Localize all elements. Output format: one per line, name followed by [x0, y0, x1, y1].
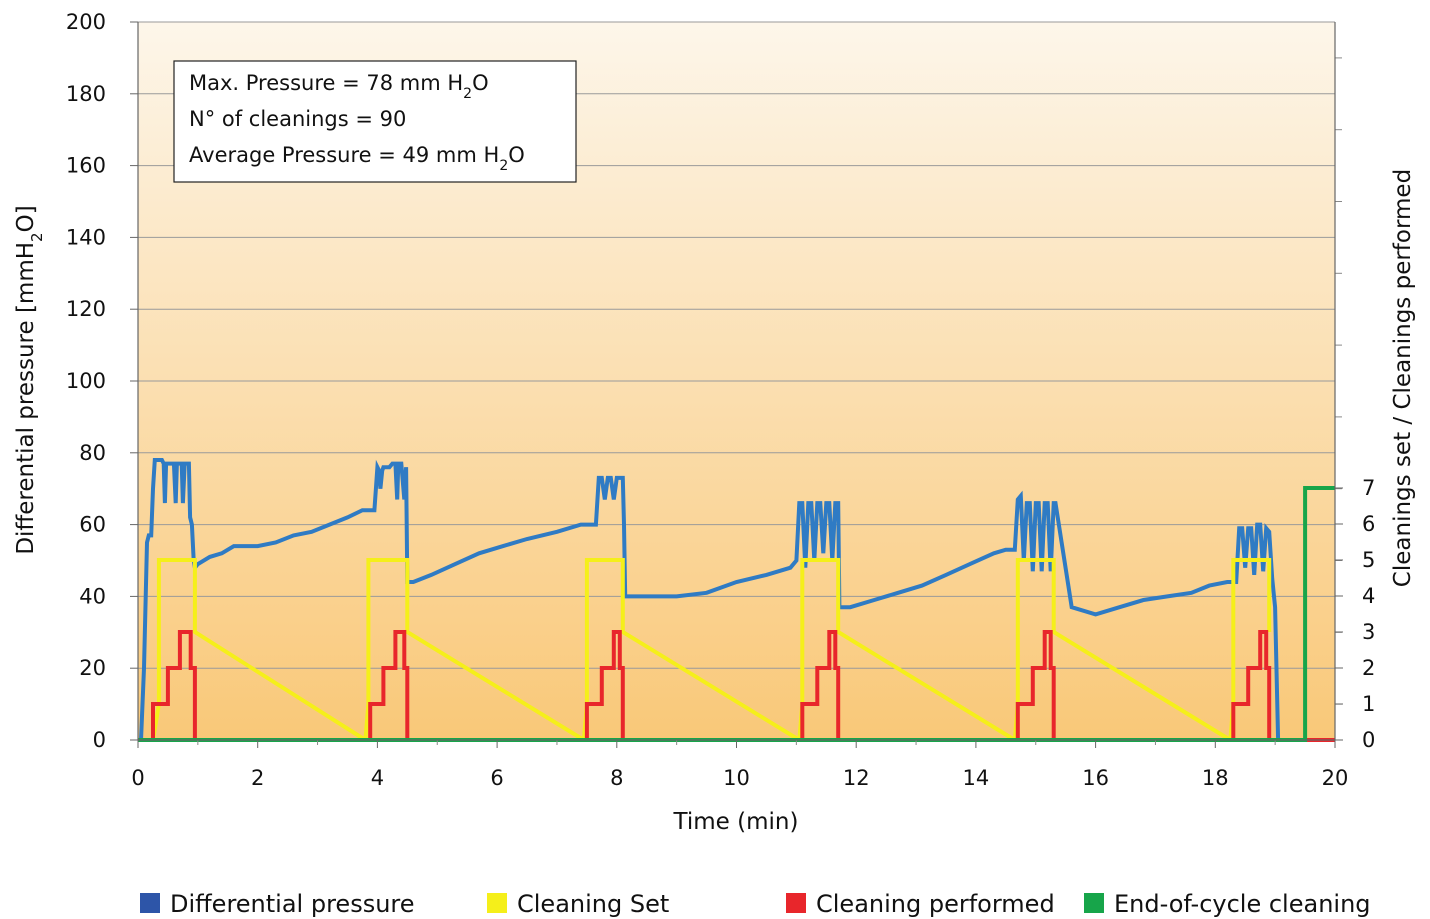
annotation-cleanings: N° of cleanings = 90 [189, 107, 406, 131]
series-differential-pressure [139, 458, 1282, 742]
tick-label-x: 10 [723, 766, 750, 790]
annotation-average-pressure: Average Pressure = 49 mm H2O [189, 143, 525, 174]
tick-label-y-left: 180 [66, 82, 106, 106]
tick-label-x: 0 [131, 766, 144, 790]
axes [130, 21, 1343, 748]
tick-label-x: 8 [610, 766, 623, 790]
tick-label-y-left: 60 [79, 513, 106, 537]
tick-label-y-right: 6 [1362, 512, 1375, 536]
legend-label-cleaning-set: Cleaning Set [517, 890, 669, 918]
y-axis-right-title: Cleanings set / Cleanings performed [1390, 169, 1416, 587]
tick-label-x: 18 [1202, 766, 1229, 790]
tick-label-x: 20 [1322, 766, 1349, 790]
tick-label-x: 16 [1082, 766, 1109, 790]
tick-label-y-left: 140 [66, 225, 106, 249]
tick-label-x: 6 [490, 766, 503, 790]
annotation-max-pressure: Max. Pressure = 78 mm H2O [189, 71, 489, 102]
tick-label-y-left: 80 [79, 441, 106, 465]
tick-label-y-right: 7 [1362, 476, 1375, 500]
tick-label-x: 12 [843, 766, 870, 790]
legend-label-end-of-cycle-cleaning: End-of-cycle cleaning [1114, 890, 1371, 918]
legend-label-differential-pressure: Differential pressure [170, 890, 415, 918]
tick-label-y-left: 20 [79, 656, 106, 680]
legend: Differential pressure Cleaning Set Cleanin… [140, 890, 1371, 918]
tick-label-y-left: 200 [66, 10, 106, 34]
tick-label-y-right: 4 [1362, 584, 1375, 608]
legend-swatch-end-of-cycle-cleaning [1084, 893, 1104, 913]
legend-swatch-cleaning-performed [786, 893, 806, 913]
tick-label-y-left: 160 [66, 154, 106, 178]
legend-swatch-cleaning-set [487, 893, 507, 913]
series-cleaning-set [147, 558, 1272, 742]
tick-label-y-left: 100 [66, 369, 106, 393]
tick-label-y-right: 5 [1362, 548, 1375, 572]
legend-swatch-differential-pressure [140, 893, 160, 913]
tick-label-x: 14 [963, 766, 990, 790]
tick-label-y-right: 1 [1362, 692, 1375, 716]
tick-label-y-left: 0 [93, 728, 106, 752]
tick-label-y-left: 40 [79, 584, 106, 608]
tick-label-x: 4 [371, 766, 384, 790]
tick-label-x: 2 [251, 766, 264, 790]
tick-label-y-right: 3 [1362, 620, 1375, 644]
legend-label-cleaning-performed: Cleaning performed [816, 890, 1055, 918]
tick-label-y-left: 120 [66, 297, 106, 321]
x-axis-title: Time (min) [673, 809, 799, 835]
tick-label-y-right: 2 [1362, 656, 1375, 680]
tick-label-y-right: 0 [1362, 728, 1375, 752]
y-axis-left-title: Differential pressure [mmH2O] [13, 205, 46, 554]
annotation-box: Max. Pressure = 78 mm H2O N° of cleaning… [173, 60, 577, 183]
